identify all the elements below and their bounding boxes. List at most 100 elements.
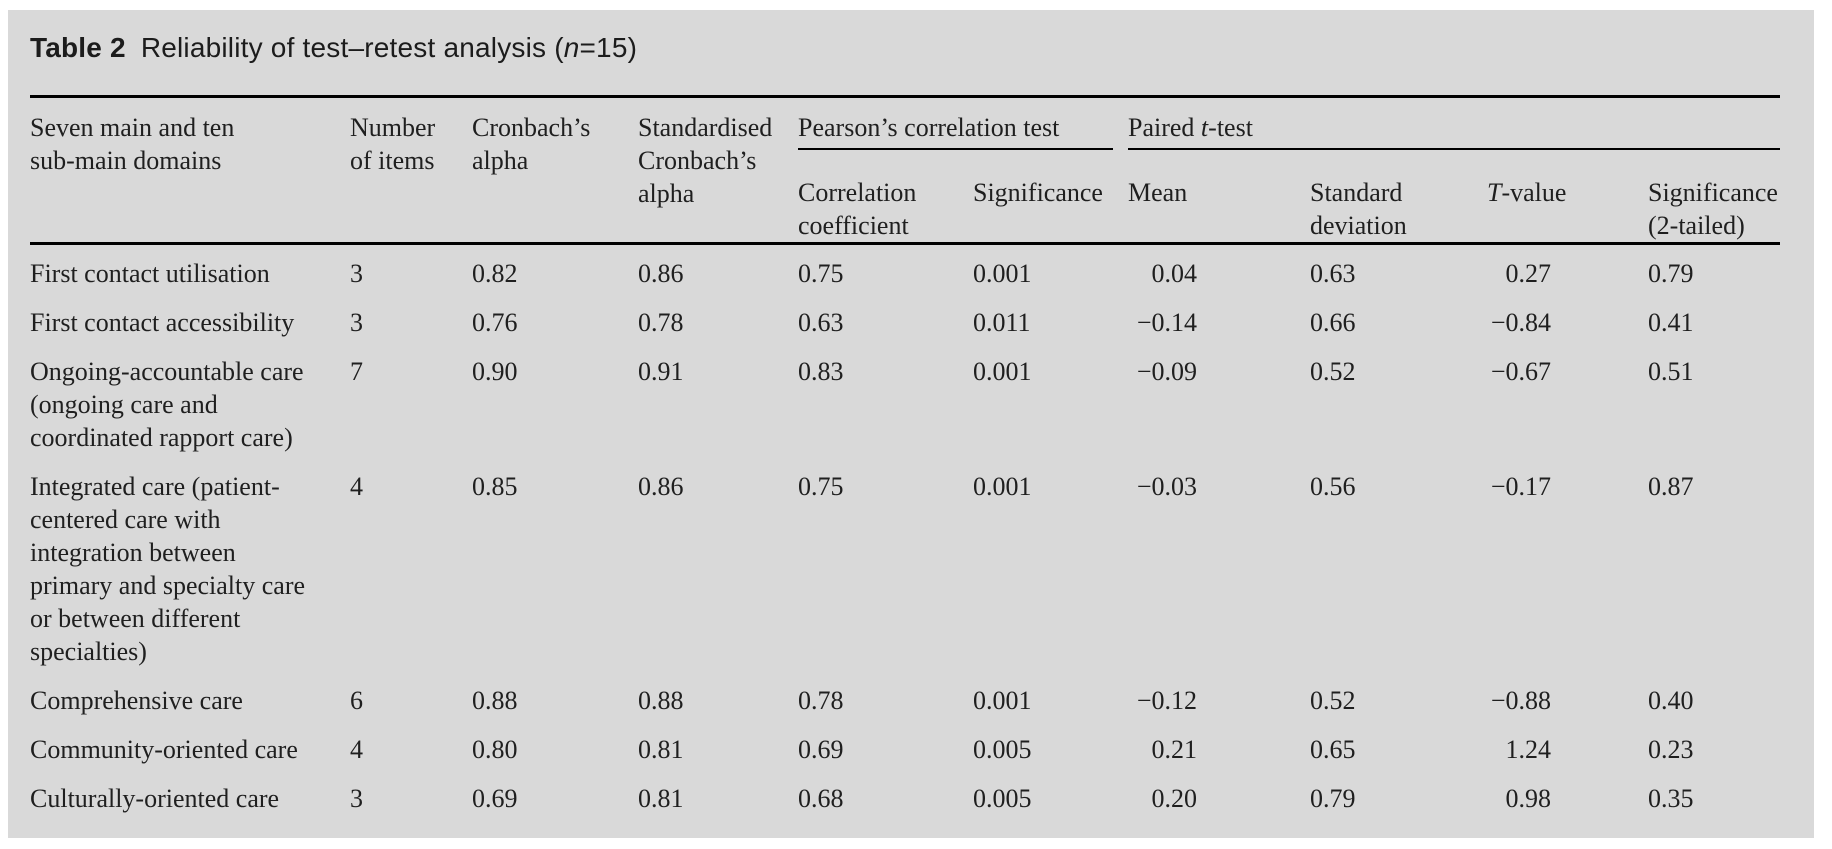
group-header-pearson: Pearson’s correlation test (798, 97, 1128, 150)
cell-significance: 0.001 (973, 686, 1032, 715)
cell-sig-2tailed: 0.79 (1648, 259, 1694, 288)
cell-t-value: 1.24 (1505, 735, 1552, 764)
cell-std-cronbach: 0.81 (638, 735, 684, 764)
cell-domain: First contact accessibility (30, 308, 295, 337)
col-header-std-cronbach: Standardised Cronbach’s alpha (638, 96, 798, 245)
cell-items: 6 (350, 686, 363, 715)
col-header-cronbach: Cronbach’s alpha (472, 96, 638, 245)
table-row: Comprehensive care 6 0.88 0.88 0.78 0.00… (30, 672, 1780, 721)
cell-sd: 0.63 (1310, 259, 1356, 288)
cell-domain: First contact utilisation (30, 259, 270, 288)
cell-t-value: −0.17 (1490, 472, 1551, 501)
cell-sd: 0.52 (1310, 686, 1356, 715)
cell-std-cronbach: 0.86 (638, 472, 684, 501)
group-header-paired-ttest: Paired t-test (1128, 97, 1781, 150)
cell-correlation: 0.69 (798, 735, 844, 764)
cell-significance: 0.001 (973, 259, 1032, 288)
cell-sig-2tailed: 0.41 (1648, 308, 1694, 337)
cell-sd: 0.52 (1310, 357, 1356, 386)
cell-mean: 0.04 (1151, 259, 1198, 288)
cell-items: 7 (350, 357, 363, 386)
cell-domain: Community-oriented care (30, 735, 298, 764)
pearson-spanner-rule (798, 148, 1113, 150)
cell-sd: 0.65 (1310, 735, 1356, 764)
table-caption: Table 2 Reliability of test–retest analys… (30, 30, 1814, 66)
cell-items: 4 (350, 472, 363, 501)
cell-correlation: 0.75 (798, 472, 844, 501)
cell-items: 3 (350, 308, 363, 337)
cell-mean: 0.20 (1151, 784, 1198, 813)
cell-sd: 0.66 (1310, 308, 1356, 337)
cell-sd: 0.56 (1310, 472, 1356, 501)
cell-items: 4 (350, 735, 363, 764)
cell-std-cronbach: 0.86 (638, 259, 684, 288)
cell-cronbach: 0.88 (472, 686, 518, 715)
cell-t-value: −0.88 (1490, 686, 1551, 715)
table-row: Community-oriented care 4 0.80 0.81 0.69… (30, 721, 1780, 770)
paired-spanner-rule (1128, 148, 1781, 150)
cell-domain: Comprehensive care (30, 686, 243, 715)
table-row: First contact accessibility 3 0.76 0.78 … (30, 294, 1780, 343)
table-header: Seven main and ten sub-main domains Numb… (30, 96, 1781, 245)
cell-sd: 0.79 (1310, 784, 1356, 813)
cell-mean: −0.12 (1136, 686, 1197, 715)
cell-significance: 0.011 (973, 308, 1031, 337)
cell-domain: Integrated care (patient- centered care … (30, 472, 306, 666)
cell-cronbach: 0.85 (472, 472, 518, 501)
table-number: Table 2 (30, 32, 126, 63)
col-header-significance-2tailed: Significance (2-tailed) (1648, 150, 1781, 245)
cell-cronbach: 0.80 (472, 735, 518, 764)
cell-sig-2tailed: 0.87 (1648, 472, 1694, 501)
cell-sig-2tailed: 0.23 (1648, 735, 1694, 764)
header-sub-row: Correlation coefficient Significance Mea… (30, 150, 1781, 245)
table-row: Ongoing-accountable care (ongoing care a… (30, 343, 1780, 458)
cell-t-value: 0.98 (1505, 784, 1552, 813)
cell-mean: −0.14 (1136, 308, 1197, 337)
cell-items: 3 (350, 259, 363, 288)
cell-cronbach: 0.76 (472, 308, 518, 337)
caption-suffix: =15) (579, 32, 638, 63)
cell-correlation: 0.83 (798, 357, 844, 386)
caption-italic-n: n (563, 32, 580, 63)
cell-cronbach: 0.90 (472, 357, 518, 386)
cell-std-cronbach: 0.81 (638, 784, 684, 813)
cell-cronbach: 0.82 (472, 259, 518, 288)
cell-correlation: 0.68 (798, 784, 844, 813)
group-header-pearson-label: Pearson’s correlation test (798, 113, 1060, 142)
cell-mean: −0.09 (1136, 357, 1197, 386)
col-header-items: Number of items (350, 96, 472, 245)
col-header-domains: Seven main and ten sub-main domains (30, 96, 350, 245)
col-header-mean: Mean (1128, 150, 1310, 245)
cell-significance: 0.001 (973, 472, 1032, 501)
cell-sig-2tailed: 0.40 (1648, 686, 1694, 715)
cell-cronbach: 0.69 (472, 784, 518, 813)
caption-text: Reliability of test–retest analysis ( (140, 32, 564, 63)
group-header-paired-label: Paired t-test (1128, 113, 1253, 142)
cell-significance: 0.001 (973, 357, 1032, 386)
cell-std-cronbach: 0.88 (638, 686, 684, 715)
table-row: Culturally-oriented care 3 0.69 0.81 0.6… (30, 770, 1780, 819)
cell-domain: Ongoing-accountable care (ongoing care a… (30, 357, 304, 452)
cell-domain: Culturally-oriented care (30, 784, 280, 813)
col-header-significance: Significance (973, 150, 1128, 245)
cell-mean: 0.21 (1151, 735, 1198, 764)
cell-mean: −0.03 (1136, 472, 1197, 501)
cell-t-value: −0.84 (1490, 308, 1551, 337)
table-body: First contact utilisation 3 0.82 0.86 0.… (30, 244, 1780, 820)
table-figure-panel: Table 2 Reliability of test–retest analys… (8, 10, 1814, 838)
col-header-t-value: T-value (1487, 150, 1648, 245)
table-row: First contact utilisation 3 0.82 0.86 0.… (30, 244, 1780, 295)
cell-sig-2tailed: 0.51 (1648, 357, 1694, 386)
cell-correlation: 0.75 (798, 259, 844, 288)
cell-t-value: −0.67 (1490, 357, 1551, 386)
col-header-correlation-coefficient: Correlation coefficient (798, 150, 973, 245)
cell-std-cronbach: 0.91 (638, 357, 684, 386)
header-group-row: Seven main and ten sub-main domains Numb… (30, 96, 1781, 245)
cell-correlation: 0.63 (798, 308, 844, 337)
table-row: Integrated care (patient- centered care … (30, 458, 1780, 672)
cell-std-cronbach: 0.78 (638, 308, 684, 337)
cell-sig-2tailed: 0.35 (1648, 784, 1694, 813)
reliability-table: Seven main and ten sub-main domains Numb… (30, 95, 1781, 820)
col-header-standard-deviation: Standard deviation (1310, 150, 1487, 245)
cell-significance: 0.005 (973, 784, 1032, 813)
